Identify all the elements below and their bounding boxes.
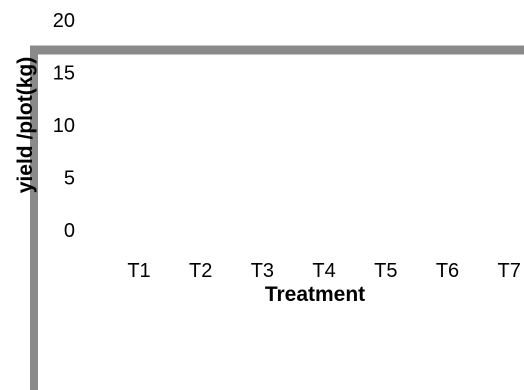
y-tick-label-10: 10 [53, 115, 75, 137]
y-tick-label-20: 20 [53, 10, 75, 32]
x-tick-label-t6: T6 [436, 260, 459, 282]
x-tick-label-t7: T7 [498, 260, 521, 282]
y-axis-label: yield /plot(kg) [14, 57, 37, 194]
x-tick-label-t3: T3 [251, 260, 274, 282]
x-axis-label: Treatment [265, 283, 365, 306]
y-tick-label-5: 5 [64, 168, 75, 190]
y-axis-ticks: 0 5 10 15 20 [53, 10, 75, 242]
x-tick-label-t1: T1 [127, 260, 150, 282]
y-tick-label-0: 0 [64, 220, 75, 242]
x-axis-ticks: T1 T2 T3 T4 T5 T6 T7 [127, 260, 521, 282]
x-tick-label-t4: T4 [312, 260, 335, 282]
x-tick-label-t2: T2 [189, 260, 212, 282]
x-tick-label-t5: T5 [374, 260, 397, 282]
y-tick-label-15: 15 [53, 63, 75, 85]
